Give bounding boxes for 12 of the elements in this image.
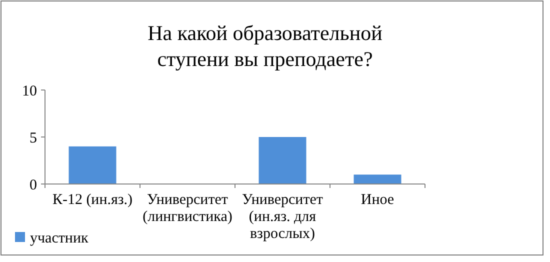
bar [68, 146, 116, 184]
y-tick-label: 5 [30, 130, 37, 146]
bar [258, 137, 306, 184]
bar [354, 174, 402, 184]
y-tick-label: 10 [22, 83, 37, 100]
chart-title: На какой образовательной ступени вы преподаете? [148, 21, 382, 71]
x-tick-label: К-12 (ин.яз.) [52, 192, 133, 208]
x-tick-label: Университет (ин.яз. для взрослых) [242, 192, 324, 242]
y-tick-label: 0 [30, 177, 37, 194]
x-tick-label: Университет (лингвистика) [142, 192, 232, 225]
x-tick-label: Иное [360, 192, 394, 208]
legend-label: участник [30, 230, 89, 246]
